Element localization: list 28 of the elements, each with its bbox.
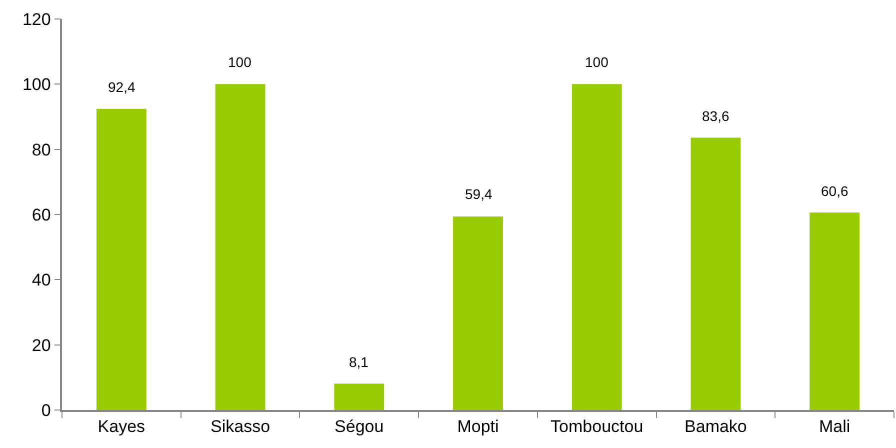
y-tick-label: 20 [32,336,51,355]
bar [453,216,503,410]
y-tick-label: 0 [41,400,51,420]
x-tick-label: Ségou [334,417,384,436]
x-tick-label: Mali [818,417,850,436]
bar [810,212,860,410]
y-tick-label: 60 [32,205,51,224]
data-label: 59,4 [465,186,492,202]
data-label: 100 [585,54,609,70]
x-tick-label: Sikasso [210,417,270,436]
data-label: 92,4 [108,79,136,95]
data-label: 100 [228,54,252,70]
data-label: 83,6 [702,108,730,124]
x-tick-label: Bamako [684,417,747,436]
x-tick-label: Kayes [98,417,146,436]
data-label: 60,6 [821,183,848,199]
bar [334,384,384,410]
bar [572,84,622,410]
bar [215,84,266,410]
y-tick-label: 40 [32,270,51,290]
x-tick-label: Mopti [457,417,499,436]
y-tick-label: 100 [22,75,51,94]
y-tick-label: 120 [22,10,51,29]
data-label: 8,1 [349,354,369,370]
x-tick-label: Tombouctou [550,417,644,436]
bar [690,138,741,410]
bar [96,108,146,410]
y-tick-label: 80 [32,140,51,160]
